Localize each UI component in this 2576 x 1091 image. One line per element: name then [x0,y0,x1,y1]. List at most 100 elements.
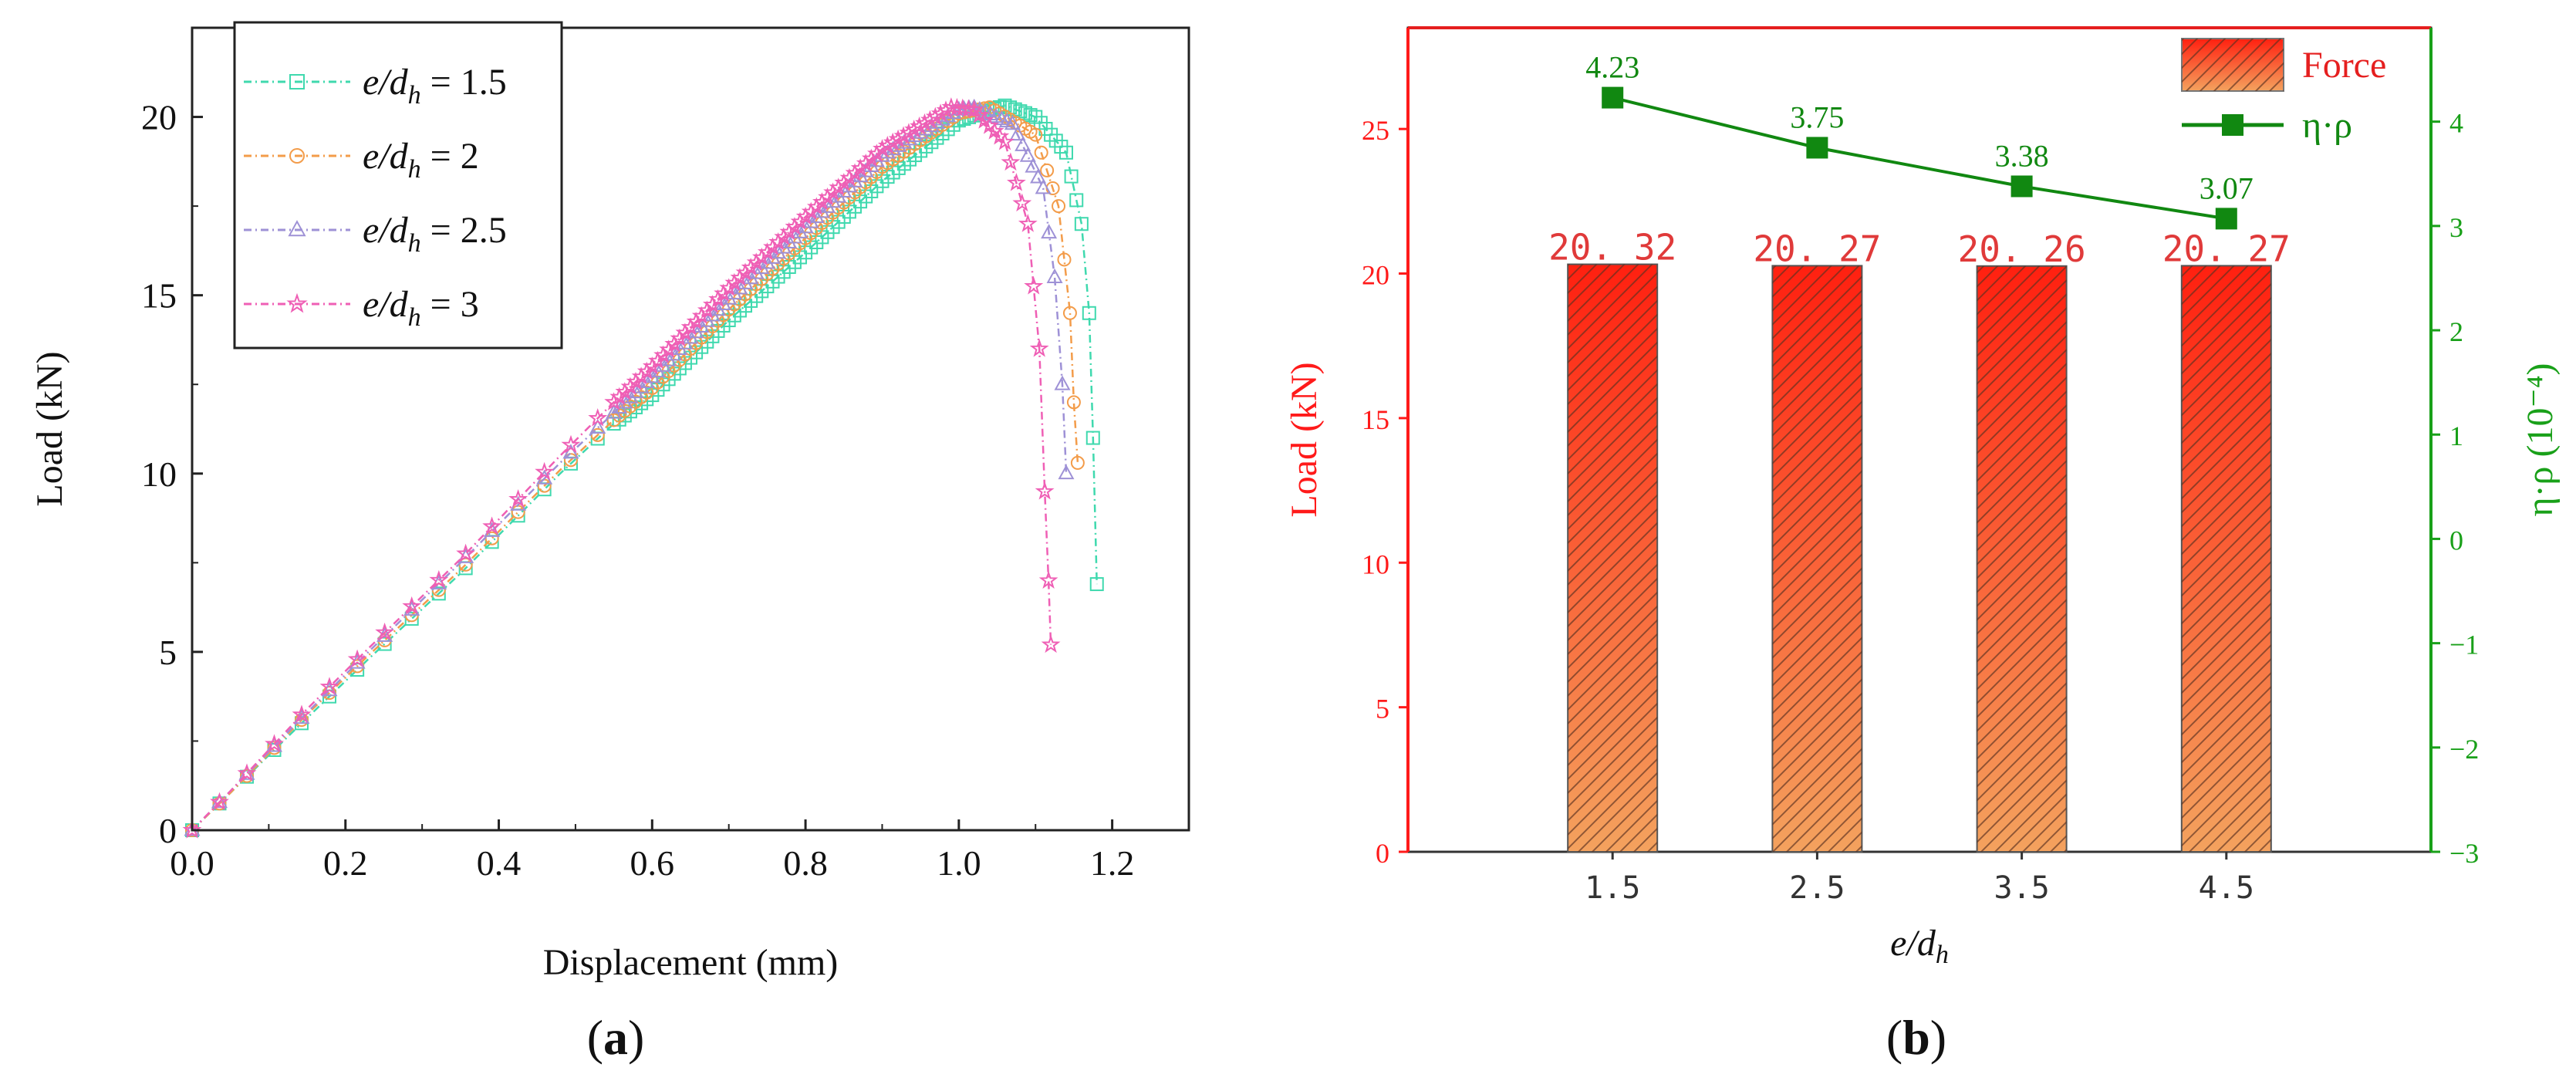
y-tick-label-a: 15 [141,276,177,316]
data-point-a [375,622,394,641]
series-a-3 [182,97,1061,839]
data-point-a [431,586,446,601]
bar-hatch [1772,265,1862,852]
y-tick-label-a: 0 [159,811,177,850]
y-axis-label-a: Load (kN) [29,351,70,506]
series-line-a [191,106,1052,831]
data-point-a [319,677,339,695]
y2-tick-label-b: 0 [2449,525,2463,556]
x-tick-label-b: 1.5 [1585,870,1640,906]
legend-marker-a [289,148,305,164]
bar-value-label: 20. 26 [1958,228,2086,270]
data-point-a [239,768,254,783]
data-point-a [210,792,229,811]
panel-letter-a: a [603,1010,628,1065]
legend-eta-marker [2222,114,2243,136]
y-tick-label-b: 0 [1376,838,1389,869]
x-tick-label-b: 3.5 [1994,870,2049,906]
data-point-a [590,427,605,442]
y2-axis-label-b: η·ρ (10⁻⁴) [2520,363,2561,516]
data-point-a [1019,147,1036,162]
legend-marker-a [288,220,306,237]
y-tick-label-b: 20 [1362,260,1389,291]
x-tick-label-a: 0.4 [477,843,522,883]
data-point-a [562,444,579,459]
data-point-a [1029,338,1049,357]
data-point-a [238,765,255,780]
eta-rho-point [2010,175,2033,198]
data-point-a [1024,276,1044,295]
series-group-a [182,97,1104,839]
data-point-a [1007,173,1026,191]
legend-a: e/dh = 1.5e/dh = 2e/dh = 2.5e/dh = 3 [233,21,563,350]
data-point-a [1062,306,1077,320]
y-tick-label-b: 5 [1376,694,1389,725]
chart-a: 0.0 0.2 0.4 0.6 0.8 1.0 1.2 0 5 10 15 20 Displacem… [29,21,1190,1065]
x-tick-label-a: 1.0 [937,843,981,883]
x-tick-label-b: 4.5 [2199,870,2254,906]
x-axis-a: 0.0 0.2 0.4 0.6 0.8 1.0 1.2 [170,819,1134,883]
x-tick-label-b: 2.5 [1789,870,1845,906]
legend-marker-a [289,74,305,90]
bar-value-label: 20. 27 [2162,228,2291,269]
data-point-a [1070,455,1085,470]
eta-rho-point [1602,86,1624,109]
data-point-a [1089,577,1104,592]
data-point-a [561,434,581,454]
data-point-a [995,131,1015,150]
legend-b: Force η·ρ [2181,38,2386,146]
eta-rho-line [1612,96,2227,221]
y-tick-label-a: 20 [141,98,177,137]
legend-var-a: e/d [363,136,409,177]
x-axis-label-a: Displacement (mm) [543,942,839,983]
data-point-a [347,649,367,668]
legend-force-label: Force [2302,45,2386,86]
bars-group-b: 20. 32 20. 27 20. 26 20. 27 [1548,227,2291,853]
y2-tick-label-b: −1 [2449,630,2479,660]
panel-label-a: (a) [587,1010,645,1065]
y2-tick-label-b: 3 [2449,212,2463,243]
data-point-a [1041,224,1058,239]
data-point-a [1066,395,1081,410]
legend-box-a [233,21,563,350]
data-point-a [1085,431,1100,445]
y-tick-label-b: 15 [1362,404,1389,435]
x-axis-label-sub-b: h [1936,941,1949,969]
data-point-a [265,734,284,752]
legend-label-a: e/dh = 1.5 [363,62,507,110]
eta-rho-value-label: 4.23 [1585,50,1639,85]
data-point-a [404,611,419,626]
data-point-a [1025,157,1042,173]
data-point-a [1013,104,1028,119]
x-tick-label-a: 0.6 [630,843,675,883]
data-point-a [1030,168,1047,184]
legend-eta-label: η·ρ [2302,105,2352,146]
y2-tick-label-b: 1 [2449,421,2463,451]
bar-hatch [1568,264,1658,852]
legend-value-a: = 3 [421,284,479,325]
bar-value-label: 20. 32 [1548,227,1676,269]
legend-value-a: = 1.5 [421,62,507,103]
data-point-a [1034,145,1048,160]
y2-tick-label-b: −3 [2449,838,2479,869]
legend-label-a: e/dh = 2 [363,136,479,184]
legend-value-a: = 2 [421,136,479,177]
y-axis-right-b: −3 −2 −1 0 1 2 3 4 [2431,108,2479,869]
data-point-a [606,404,623,419]
legend-var-a: e/d [363,284,409,325]
legend-label-a: e/dh = 2.5 [363,210,507,258]
data-point-a [825,193,842,208]
legend-var-a: e/d [363,210,409,251]
data-point-a [563,453,578,468]
y2-tick-label-b: 2 [2449,316,2463,347]
data-point-a [1069,193,1084,208]
x-axis-label-var-b: e/d [1890,923,1936,964]
data-point-a [1009,125,1026,141]
data-point-a [1046,268,1063,283]
data-point-a [588,408,608,427]
data-point-a [1035,481,1055,500]
bar-value-label: 20. 27 [1753,228,1881,269]
bar-hatch [1977,265,2067,852]
data-point-a [1015,136,1031,151]
legend-value-a: = 2.5 [421,210,507,251]
